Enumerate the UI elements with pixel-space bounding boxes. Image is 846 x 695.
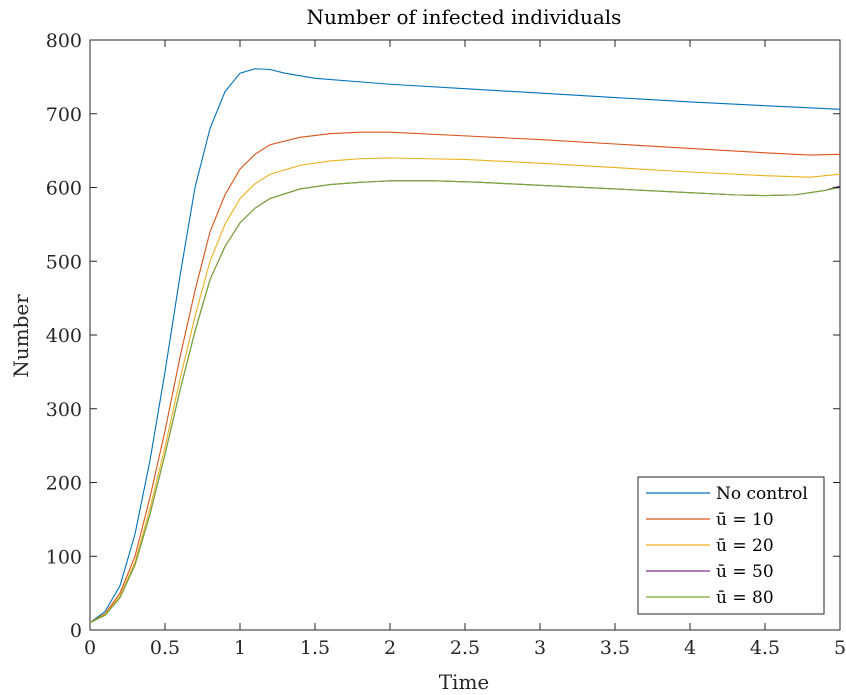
legend-label: ū = 50	[716, 562, 774, 582]
legend-label: ū = 20	[716, 536, 774, 556]
x-tick-label: 2.5	[450, 637, 480, 659]
x-tick-label: 0	[84, 637, 96, 659]
plot-area: 0 0.5 1 1.5 2 2.5 3 3.5 4 4.5 5 0 100 200 300 400 500 60…	[46, 30, 846, 659]
series-layer	[89, 68, 841, 624]
x-tick-label: 4.5	[750, 637, 780, 659]
y-axis: 0 100 200 300 400 500 600 700 800	[46, 30, 840, 642]
chart-title: Number of infected individuals	[307, 5, 622, 29]
legend-label: ū = 10	[716, 510, 774, 530]
legend-box	[637, 476, 825, 615]
y-tick-label: 700	[46, 104, 82, 126]
series-line-5	[89, 180, 841, 624]
legend: No control ū = 10 ū = 20 ū = 50 ū = 80	[637, 476, 825, 615]
legend-label: No control	[716, 484, 808, 504]
y-tick-label: 100	[46, 546, 82, 568]
x-tick-label: 1.5	[300, 637, 330, 659]
y-tick-label: 300	[46, 399, 82, 421]
x-tick-label: 5	[834, 637, 846, 659]
x-tick-label: 3	[534, 637, 546, 659]
y-tick-label: 200	[46, 473, 82, 495]
y-tick-label: 500	[46, 251, 82, 273]
legend-label: ū = 80	[716, 588, 774, 608]
y-tick-label: 0	[70, 620, 82, 642]
x-tick-label: 2	[384, 637, 396, 659]
x-axis: 0 0.5 1 1.5 2 2.5 3 3.5 4 4.5 5	[84, 40, 846, 659]
y-axis-label: Number	[9, 294, 33, 378]
series-line-3	[89, 157, 841, 624]
x-tick-label: 0.5	[150, 637, 180, 659]
x-tick-label: 1	[234, 637, 246, 659]
x-axis-label: Time	[439, 670, 490, 694]
x-tick-label: 3.5	[600, 637, 630, 659]
series-line-1	[89, 68, 841, 624]
x-tick-label: 4	[684, 637, 696, 659]
y-tick-label: 600	[46, 178, 82, 200]
y-tick-label: 800	[46, 30, 82, 52]
y-tick-label: 400	[46, 325, 82, 347]
series-line-2	[89, 131, 841, 624]
